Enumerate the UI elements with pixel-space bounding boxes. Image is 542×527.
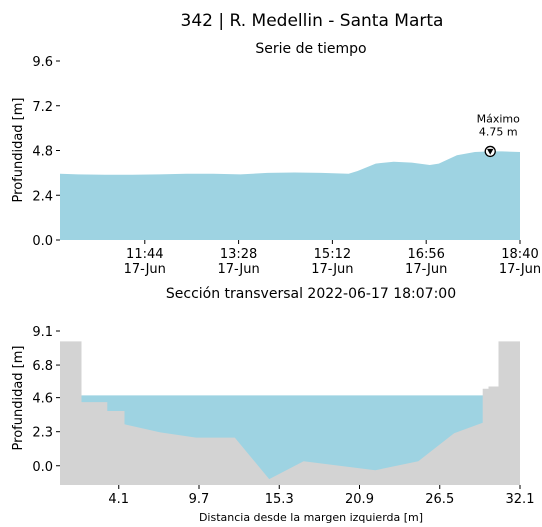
- depth-series-area: [60, 151, 520, 240]
- x-tick-date: 17-Jun: [405, 262, 447, 277]
- x-tick-label: 9.7: [189, 492, 210, 507]
- y-tick-label: 2.4: [32, 189, 53, 204]
- riverbed-area: [60, 341, 520, 485]
- y-tick-label: 0.0: [32, 460, 53, 475]
- x-tick-label: 4.1: [108, 492, 129, 507]
- maximum-label: Máximo: [477, 112, 521, 125]
- y-tick-label: 6.8: [32, 359, 53, 374]
- maximum-triangle-icon: [487, 148, 494, 155]
- x-tick-label: 32.1: [506, 492, 535, 507]
- cross-section-y-ticks: 0.0 2.3 4.6 6.8 9.1: [32, 325, 60, 475]
- x-tick-date: 17-Jun: [124, 262, 166, 277]
- cross-section-title: Sección transversal 2022-06-17 18:07:00: [166, 286, 456, 302]
- y-tick-label: 4.6: [32, 392, 53, 407]
- y-tick-label: 9.6: [32, 55, 53, 70]
- maximum-value: 4.75 m: [479, 125, 518, 138]
- y-tick-label: 9.1: [32, 325, 53, 340]
- time-series-chart: Serie de tiempo Profundidad [m] 0.0 2.4 4.…: [11, 41, 541, 277]
- y-tick-label: 4.8: [32, 145, 53, 160]
- cross-section-x-ticks: 4.1 9.7 15.3 20.9 26.5 32.1: [108, 485, 534, 507]
- y-tick-label: 2.3: [32, 426, 53, 441]
- figure-title: 342 | R. Medellin - Santa Marta: [181, 11, 444, 31]
- x-tick-date: 17-Jun: [217, 262, 259, 277]
- x-tick-time: 16:56: [407, 247, 444, 262]
- cross-section-ylabel: Profundidad [m]: [11, 346, 26, 451]
- cross-section-xlabel: Distancia desde la margen izquierda [m]: [199, 511, 423, 524]
- y-tick-label: 7.2: [32, 100, 53, 115]
- x-tick-time: 13:28: [220, 247, 257, 262]
- time-series-title: Serie de tiempo: [255, 41, 366, 57]
- time-series-x-ticks: 11:4417-Jun13:2817-Jun15:1217-Jun16:5617…: [124, 240, 541, 277]
- x-tick-date: 17-Jun: [499, 262, 541, 277]
- time-series-y-ticks: 0.0 2.4 4.8 7.2 9.6: [32, 55, 60, 249]
- x-tick-label: 26.5: [425, 492, 454, 507]
- x-tick-label: 20.9: [345, 492, 374, 507]
- x-tick-time: 15:12: [314, 247, 351, 262]
- x-tick-time: 18:40: [501, 247, 538, 262]
- x-tick-time: 11:44: [126, 247, 163, 262]
- x-tick-date: 17-Jun: [311, 262, 353, 277]
- x-tick-label: 15.3: [265, 492, 294, 507]
- maximum-annotation: Máximo 4.75 m: [477, 112, 521, 158]
- time-series-ylabel: Profundidad [m]: [11, 98, 26, 203]
- cross-section-chart: Sección transversal 2022-06-17 18:07:00 …: [11, 286, 534, 524]
- y-tick-label: 0.0: [32, 234, 53, 249]
